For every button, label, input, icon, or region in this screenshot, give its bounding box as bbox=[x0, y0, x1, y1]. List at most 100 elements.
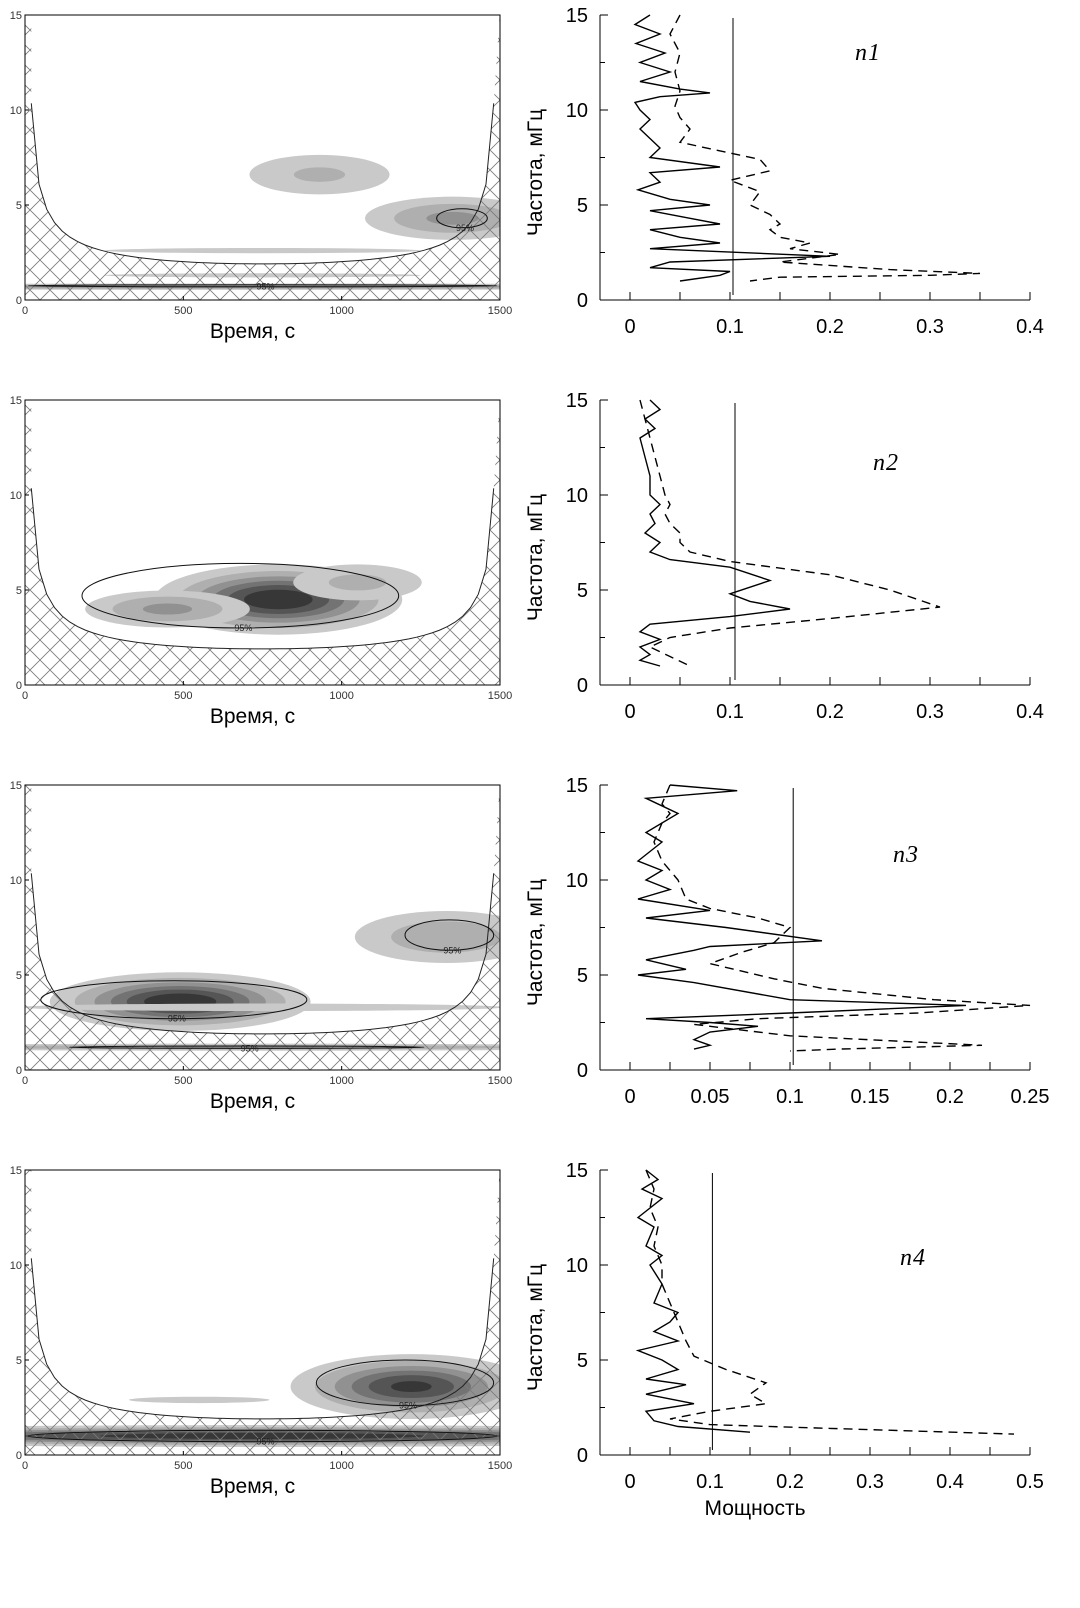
spectrum-plot: 0 5 10 15 0 0.1 0.2 0.3 0.4 Частота, мГц bbox=[524, 5, 1044, 338]
y-axis-label: Частота, мГц bbox=[524, 494, 547, 621]
x-tick-label: 0.05 bbox=[691, 1086, 730, 1108]
y-tick-label: 0 bbox=[577, 1060, 588, 1082]
x-tick-label: 0 bbox=[22, 690, 28, 702]
x-tick-label: 0.2 bbox=[816, 701, 844, 723]
x-tick-label: 500 bbox=[174, 690, 192, 702]
x-tick-label: 1500 bbox=[488, 690, 512, 702]
wavelet-plot: 95% 95% 95% 0 500 1000 1500 0 5 10 15 Время, с bbox=[10, 780, 512, 1113]
y-axis-label: Частота, мГц bbox=[524, 109, 547, 236]
cone-of-influence-edge bbox=[30, 103, 495, 265]
y-tick-label: 5 bbox=[16, 1355, 22, 1367]
y-tick-label: 5 bbox=[577, 580, 588, 602]
x-tick-label: 0 bbox=[22, 1075, 28, 1087]
wavelet-frame bbox=[24, 784, 501, 1071]
wavelet-frame bbox=[24, 14, 501, 301]
x-tick-label: 0.2 bbox=[776, 1471, 804, 1493]
x-tick-label: 0.2 bbox=[936, 1086, 964, 1108]
power-level bbox=[426, 211, 479, 225]
y-tick-label: 0 bbox=[16, 1065, 22, 1077]
contour-label: 95% bbox=[257, 282, 275, 292]
y-tick-label: 5 bbox=[16, 585, 22, 597]
x-tick-label: 0.4 bbox=[936, 1471, 964, 1493]
spectrum-solid-line bbox=[635, 1169, 751, 1433]
x-tick-label: 0.1 bbox=[696, 1471, 724, 1493]
spectrum-dashed-line bbox=[645, 1169, 1015, 1435]
wavelet-frame bbox=[24, 399, 501, 686]
x-tick-label: 0.4 bbox=[1016, 316, 1044, 338]
contour-line bbox=[81, 562, 400, 629]
power-blob bbox=[128, 1396, 270, 1404]
contour-line bbox=[404, 919, 495, 951]
contour-line bbox=[40, 980, 308, 1020]
y-tick-label: 10 bbox=[566, 1255, 588, 1277]
y-tick-label: 15 bbox=[566, 775, 588, 797]
significance-contour: 95% bbox=[436, 208, 488, 233]
power-level bbox=[25, 1003, 500, 1012]
x-tick-label: 500 bbox=[174, 305, 192, 317]
y-tick-label: 5 bbox=[16, 970, 22, 982]
x-axis-label: Время, с bbox=[210, 705, 295, 728]
x-tick-label: 1500 bbox=[488, 1460, 512, 1472]
wavelet-field: 95% 95% bbox=[25, 15, 500, 300]
cone-of-influence-edge bbox=[30, 488, 495, 650]
significance-contour: 95% bbox=[404, 919, 495, 955]
x-tick-label: 0.1 bbox=[716, 316, 744, 338]
x-tick-label: 500 bbox=[174, 1460, 192, 1472]
y-tick-label: 5 bbox=[577, 965, 588, 987]
y-tick-label: 0 bbox=[577, 675, 588, 697]
y-tick-label: 10 bbox=[10, 1260, 22, 1272]
y-tick-label: 15 bbox=[10, 1165, 22, 1177]
power-blob bbox=[290, 1354, 500, 1420]
y-tick-label: 0 bbox=[16, 295, 22, 307]
power-blob bbox=[104, 247, 421, 254]
y-tick-label: 15 bbox=[566, 5, 588, 27]
power-blob bbox=[249, 154, 390, 195]
y-tick-label: 10 bbox=[566, 100, 588, 122]
power-blob bbox=[85, 590, 250, 628]
y-tick-label: 5 bbox=[16, 200, 22, 212]
power-blob bbox=[293, 564, 422, 601]
power-level bbox=[391, 921, 500, 953]
panel-n3: 95% 95% 95% 0 500 1000 1500 0 5 10 15 Время, с 0 5 10 1… bbox=[10, 775, 1050, 1113]
y-tick-label: 15 bbox=[10, 780, 22, 792]
x-tick-label: 500 bbox=[174, 1075, 192, 1087]
power-level bbox=[104, 247, 421, 254]
wavelet-plot: 95% 95% 0 500 1000 1500 0 5 10 15 Время, с bbox=[10, 10, 512, 343]
contour-line bbox=[315, 1359, 495, 1407]
y-tick-label: 10 bbox=[10, 105, 22, 117]
y-tick-label: 10 bbox=[10, 875, 22, 887]
significance-contour: 95% bbox=[40, 980, 308, 1024]
significance-contour: 95% bbox=[315, 1359, 495, 1411]
significance-contour: 95% bbox=[68, 1043, 425, 1053]
spectrum-solid-line bbox=[633, 14, 831, 282]
significance-contour: 95% bbox=[27, 1429, 498, 1447]
wavelet-field: 95% 95% bbox=[25, 1170, 500, 1455]
power-level bbox=[128, 1396, 270, 1404]
panel-letter: n bbox=[855, 40, 867, 66]
power-blob bbox=[49, 972, 311, 1031]
y-tick-label: 0 bbox=[16, 1450, 22, 1462]
y-tick-label: 15 bbox=[566, 390, 588, 412]
spectrum-solid-line bbox=[636, 784, 967, 1050]
y-tick-label: 5 bbox=[577, 195, 588, 217]
x-tick-label: 1000 bbox=[329, 1460, 353, 1472]
x-tick-label: 0.4 bbox=[1016, 701, 1044, 723]
x-tick-label: 0.2 bbox=[816, 316, 844, 338]
contour-label: 95% bbox=[257, 1437, 275, 1447]
cone-of-influence-edge bbox=[30, 1258, 495, 1420]
contour-label: 95% bbox=[168, 1014, 186, 1024]
x-tick-label: 0 bbox=[624, 701, 635, 723]
x-tick-label: 0 bbox=[624, 1086, 635, 1108]
x-tick-label: 1000 bbox=[329, 1075, 353, 1087]
power-level bbox=[328, 574, 387, 591]
wavelet-field: 95% 95% 95% bbox=[25, 785, 500, 1070]
power-blob bbox=[25, 1003, 500, 1012]
x-tick-label: 0.3 bbox=[916, 701, 944, 723]
y-tick-label: 10 bbox=[10, 490, 22, 502]
y-tick-label: 10 bbox=[566, 870, 588, 892]
x-tick-label: 0 bbox=[22, 305, 28, 317]
y-tick-label: 5 bbox=[577, 1350, 588, 1372]
